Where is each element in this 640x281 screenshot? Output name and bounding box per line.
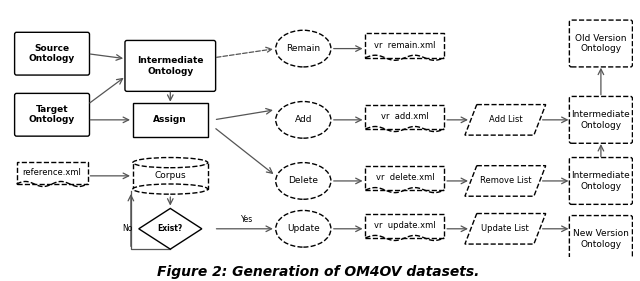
Text: Figure 2: Generation of OM4OV datasets.: Figure 2: Generation of OM4OV datasets.: [157, 266, 479, 279]
FancyBboxPatch shape: [570, 20, 632, 67]
FancyBboxPatch shape: [365, 166, 444, 190]
Text: New Version
Ontology: New Version Ontology: [573, 229, 629, 249]
Text: Intermediate
Ontology: Intermediate Ontology: [137, 56, 204, 76]
Text: Intermediate
Ontology: Intermediate Ontology: [572, 110, 630, 130]
FancyBboxPatch shape: [133, 163, 208, 189]
Text: Old Version
Ontology: Old Version Ontology: [575, 34, 627, 53]
Text: Assign: Assign: [154, 115, 187, 124]
Polygon shape: [465, 214, 546, 244]
Ellipse shape: [133, 184, 208, 194]
Polygon shape: [465, 166, 546, 196]
FancyBboxPatch shape: [365, 105, 444, 129]
Text: vr  remain.xml: vr remain.xml: [374, 41, 436, 50]
FancyBboxPatch shape: [570, 216, 632, 262]
FancyBboxPatch shape: [17, 162, 88, 184]
Polygon shape: [139, 209, 202, 249]
Text: Target
Ontology: Target Ontology: [29, 105, 75, 124]
FancyBboxPatch shape: [15, 93, 90, 136]
FancyBboxPatch shape: [570, 96, 632, 143]
FancyBboxPatch shape: [125, 40, 216, 91]
Text: vr  add.xml: vr add.xml: [381, 112, 429, 121]
FancyBboxPatch shape: [133, 103, 208, 137]
Ellipse shape: [276, 101, 331, 138]
Text: Corpus: Corpus: [154, 171, 186, 180]
Text: Exist?: Exist?: [157, 224, 183, 233]
FancyBboxPatch shape: [365, 33, 444, 58]
Text: Intermediate
Ontology: Intermediate Ontology: [572, 171, 630, 191]
Text: reference.xml: reference.xml: [22, 168, 81, 177]
FancyBboxPatch shape: [15, 32, 90, 75]
Text: Source
Ontology: Source Ontology: [29, 44, 75, 64]
Ellipse shape: [276, 163, 331, 199]
Ellipse shape: [133, 158, 208, 168]
Text: Remove List: Remove List: [479, 176, 531, 185]
Text: Delete: Delete: [288, 176, 318, 185]
Text: Update List: Update List: [481, 224, 529, 233]
Text: Remain: Remain: [286, 44, 321, 53]
Text: Add List: Add List: [488, 115, 522, 124]
Text: vr  update.xml: vr update.xml: [374, 221, 436, 230]
FancyBboxPatch shape: [365, 214, 444, 238]
Ellipse shape: [276, 30, 331, 67]
Text: Yes: Yes: [241, 215, 253, 224]
Text: No: No: [122, 224, 133, 233]
Text: Update: Update: [287, 224, 320, 233]
Ellipse shape: [276, 210, 331, 247]
Polygon shape: [465, 105, 546, 135]
Text: Add: Add: [294, 115, 312, 124]
FancyBboxPatch shape: [570, 158, 632, 204]
Text: vr  delete.xml: vr delete.xml: [376, 173, 434, 182]
